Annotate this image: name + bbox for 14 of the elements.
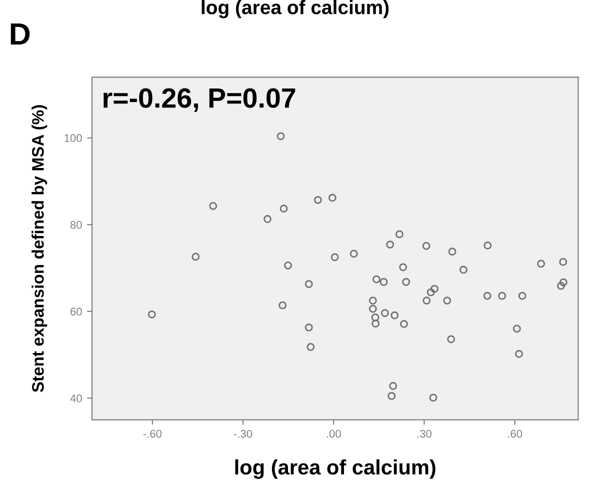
x-tick-label: .30 (417, 430, 432, 438)
x-tick-label: .60 (508, 430, 522, 438)
y-tick-label: 100 (64, 134, 82, 142)
y-tick-label: 80 (70, 220, 82, 229)
y-axis-title: Stent expansion defined by MSA (%) (32, 105, 48, 392)
y-tick-label: 40 (70, 394, 82, 402)
x-axis-title: log (area of calcium) (235, 459, 436, 479)
x-tick-label: -.30 (234, 430, 252, 438)
y-tick-label: 60 (70, 308, 82, 316)
x-tick-label: .00 (326, 430, 341, 438)
text: D (10, 24, 30, 45)
annotation: r=-0.26, P=0.07 (104, 88, 296, 112)
x-tick-label: -.60 (143, 430, 162, 438)
text: log (area of calcium) (202, 0, 389, 18)
